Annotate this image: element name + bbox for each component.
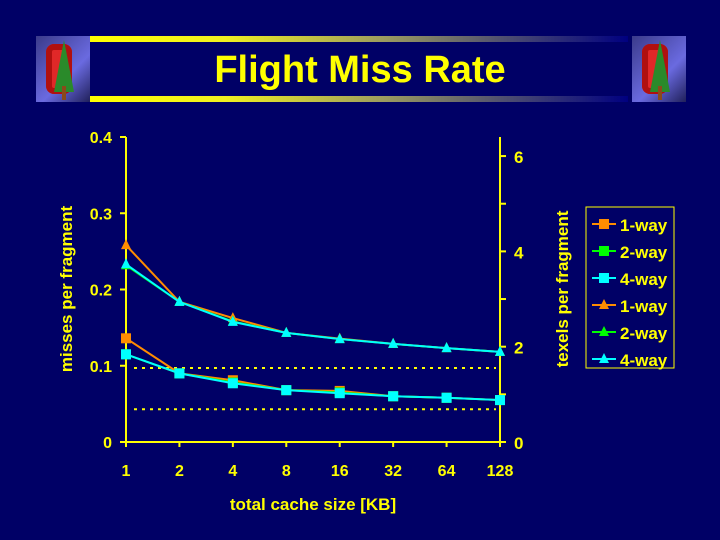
- left-tick-label: 0.4: [90, 130, 112, 147]
- data-point-4-way-left: [121, 349, 131, 360]
- legend-marker: [599, 273, 609, 283]
- title-bar-bottom: [90, 96, 628, 102]
- data-point-4-way-left: [174, 368, 185, 379]
- stanford-logo-right: [632, 36, 686, 102]
- legend-label: 4-way: [620, 351, 668, 370]
- legend-label: 2-way: [620, 324, 668, 343]
- data-point-4-way-right: [121, 258, 131, 269]
- right-tick-label: 4: [514, 243, 524, 262]
- legend-marker: [599, 219, 609, 229]
- data-point-4-way-right: [495, 345, 505, 356]
- right-tick-label: 2: [514, 339, 523, 358]
- data-point-4-way-left: [495, 395, 505, 406]
- left-tick-label: 0.1: [90, 359, 112, 376]
- y2-axis-label: texels per fragment: [553, 210, 572, 367]
- x-tick-label: 16: [331, 463, 349, 480]
- left-tick-label: 0.3: [90, 206, 112, 223]
- title-bar-top: [90, 36, 628, 42]
- series-line-4-way-left: [125, 353, 501, 402]
- data-point-4-way-left: [227, 378, 238, 389]
- data-point-4-way-left: [441, 392, 452, 403]
- legend: [585, 206, 675, 369]
- right-tick-label: 6: [514, 148, 523, 167]
- series-line-4-way-right: [125, 263, 501, 353]
- x-tick-label: 8: [282, 463, 291, 480]
- data-point-4-way-right: [281, 326, 292, 337]
- legend-marker: [599, 353, 609, 363]
- stanford-logo-left: [36, 36, 90, 102]
- x-axis-label: total cache size [KB]: [230, 495, 396, 514]
- data-point-4-way-left: [281, 385, 292, 396]
- left-tick-label: 0: [103, 435, 112, 452]
- x-tick-label: 4: [228, 463, 237, 480]
- data-point-4-way-right: [174, 295, 185, 306]
- data-point-4-way-left: [334, 388, 345, 399]
- left-tick-label: 0.2: [90, 283, 112, 300]
- data-point-4-way-left: [388, 391, 399, 402]
- legend-label: 4-way: [620, 270, 668, 289]
- x-tick-label: 2: [175, 463, 184, 480]
- legend-label: 2-way: [620, 243, 668, 262]
- y-axis-label: misses per fragment: [57, 206, 76, 373]
- legend-label: 1-way: [620, 297, 668, 316]
- data-point-4-way-right: [441, 342, 452, 353]
- data-point-4-way-right: [334, 333, 345, 344]
- x-tick-label: 128: [487, 463, 514, 480]
- legend-label: 1-way: [620, 216, 668, 235]
- data-point-1-way-right: [121, 239, 131, 250]
- legend-marker: [599, 299, 609, 309]
- series-line-2-way-right: [125, 264, 501, 353]
- legend-marker: [599, 246, 609, 256]
- right-tick-label: 0: [514, 434, 523, 453]
- data-point-4-way-right: [227, 315, 238, 326]
- legend-marker: [599, 326, 609, 336]
- data-point-4-way-right: [388, 337, 399, 348]
- data-point-1-way-left: [121, 333, 131, 344]
- x-tick-label: 32: [384, 463, 402, 480]
- slide-title: Flight Miss Rate: [214, 49, 506, 91]
- x-tick-label: 1: [122, 463, 131, 480]
- x-tick-label: 64: [438, 463, 456, 480]
